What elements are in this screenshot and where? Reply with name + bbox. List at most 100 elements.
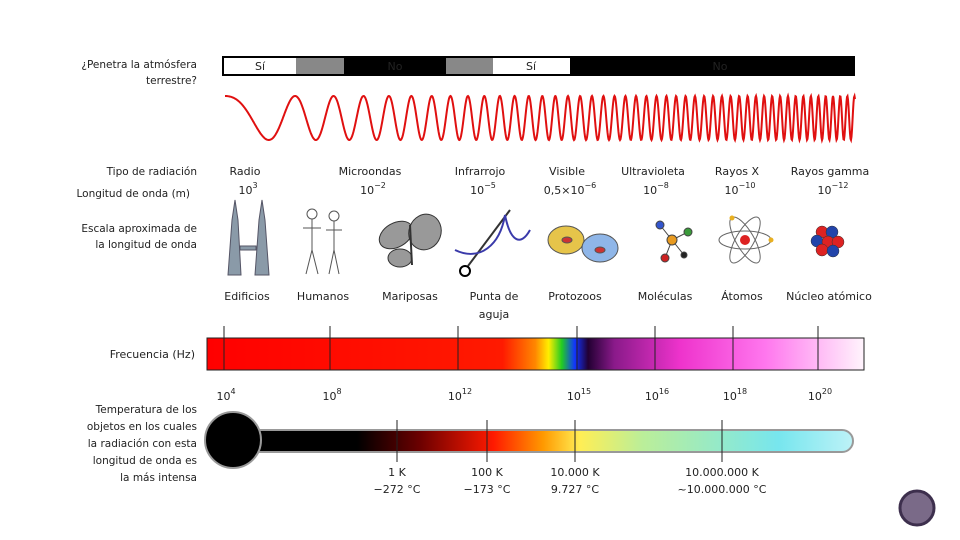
icon-molecule — [655, 220, 693, 263]
power-exponent: 15 — [581, 387, 591, 396]
power-exponent: 3 — [252, 181, 257, 190]
power-base: 10 — [808, 390, 822, 403]
power-base: 10 — [723, 390, 737, 403]
wavelength: 10−10 — [725, 181, 756, 197]
power-exponent: −12 — [832, 181, 849, 190]
radiation-type: Visible — [549, 165, 585, 178]
radiation-type: Ultravioleta — [621, 165, 685, 178]
power-base: 10 — [216, 390, 230, 403]
frequency-tick-label: 108 — [322, 387, 341, 403]
scale-label: Punta de — [470, 290, 519, 303]
scale-label: Humanos — [297, 290, 349, 303]
frequency-tick-label: 104 — [216, 387, 235, 403]
temperature-label: longitud de onda es — [93, 455, 197, 467]
icon-protozoa — [547, 225, 619, 263]
row-label: la longitud de onda — [95, 239, 197, 251]
power-exponent: 18 — [737, 387, 747, 396]
row-label: Longitud de onda (m) — [76, 188, 190, 200]
temperature-label: objetos en los cuales — [87, 421, 197, 433]
power-exponent: −8 — [657, 181, 669, 190]
kelvin-label: 1 K — [388, 466, 406, 479]
frequency-tick-label: 1020 — [808, 387, 832, 403]
frequency-tick-label: 1018 — [723, 387, 747, 403]
frequency-bar — [206, 337, 865, 371]
temperature-label: la radiación con esta — [88, 438, 197, 450]
power-exponent: −5 — [484, 181, 496, 190]
power-base: 10 — [818, 184, 832, 197]
kelvin-label: 10.000 K — [550, 466, 600, 479]
segment-partial — [296, 58, 344, 74]
segment-yes — [224, 58, 296, 74]
wavelength: 10−8 — [643, 181, 669, 197]
power-base: 10 — [567, 390, 581, 403]
power-base: 10 — [725, 184, 739, 197]
radiation-type: Rayos gamma — [791, 165, 870, 178]
temperature-label: la más intensa — [120, 472, 197, 484]
wavelength: 10−12 — [818, 181, 849, 197]
atmosphere-label: ¿Penetra la atmósfera — [81, 59, 197, 71]
segment-yes — [493, 58, 570, 74]
icon-needle — [454, 209, 531, 277]
icon-nucleus — [810, 225, 845, 258]
power-base: 10 — [470, 184, 484, 197]
icon-humans — [303, 208, 342, 275]
scale-label: Mariposas — [382, 290, 438, 303]
temperature-label: Temperatura de los — [95, 404, 197, 416]
frequency-tick-label: 1012 — [448, 387, 472, 403]
celsius-label: ~10.000.000 °C — [678, 483, 767, 496]
scale-label: Protozoos — [548, 290, 602, 303]
power-base: 10 — [643, 184, 657, 197]
row-label: Escala aproximada de — [81, 223, 197, 235]
atmosphere-segment-label: Sí — [526, 60, 537, 73]
radiation-type: Microondas — [339, 165, 402, 178]
celsius-label: 9.727 °C — [551, 483, 599, 496]
scale-label: Moléculas — [638, 290, 693, 303]
radiation-type: Radio — [230, 165, 261, 178]
scale-label: Núcleo atómico — [786, 290, 872, 303]
power-exponent: 20 — [822, 387, 832, 396]
power-base: 0,5×10 — [544, 184, 585, 197]
power-exponent: 12 — [462, 387, 472, 396]
power-base: 10 — [645, 390, 659, 403]
kelvin-label: 100 K — [471, 466, 503, 479]
segment-partial — [446, 58, 493, 74]
power-exponent: 16 — [659, 387, 669, 396]
wavelength: 103 — [238, 181, 257, 197]
power-exponent: 8 — [336, 387, 341, 396]
radiation-type: Infrarrojo — [455, 165, 506, 178]
celsius-label: −173 °C — [464, 483, 511, 496]
icon-atom — [718, 215, 774, 264]
atmosphere-segment-label: No — [388, 60, 403, 73]
power-base: 10 — [238, 184, 252, 197]
scale-label: aguja — [479, 308, 510, 321]
nav-button[interactable] — [898, 489, 936, 527]
celsius-label: −272 °C — [374, 483, 421, 496]
atmosphere-segment-label: No — [713, 60, 728, 73]
temperature-tube — [232, 429, 854, 453]
frequency-tick-label: 1015 — [567, 387, 591, 403]
power-exponent: −2 — [374, 181, 386, 190]
kelvin-label: 10.000.000 K — [685, 466, 759, 479]
wavelength: 10−5 — [470, 181, 496, 197]
power-exponent: 4 — [230, 387, 235, 396]
atmosphere-segment-label: Sí — [255, 60, 266, 73]
icon-butterfly — [378, 213, 442, 268]
scale-label: Edificios — [224, 290, 270, 303]
power-base: 10 — [448, 390, 462, 403]
power-base: 10 — [322, 390, 336, 403]
atmosphere-label: terrestre? — [146, 75, 197, 87]
frequency-label: Frecuencia (Hz) — [110, 348, 195, 361]
power-exponent: −10 — [739, 181, 756, 190]
scale-label: Átomos — [721, 290, 763, 303]
power-exponent: −6 — [584, 181, 596, 190]
frequency-tick-label: 1016 — [645, 387, 669, 403]
icon-buildings — [227, 199, 270, 276]
power-base: 10 — [360, 184, 374, 197]
thermometer-bulb — [204, 411, 262, 469]
wavelength: 0,5×10−6 — [544, 181, 597, 197]
wavelength: 10−2 — [360, 181, 386, 197]
row-label: Tipo de radiación — [106, 166, 197, 178]
radiation-type: Rayos X — [715, 165, 760, 178]
text-layer: ¿Penetra la atmósfera terrestre? Sí No Sí No T… — [76, 59, 872, 496]
